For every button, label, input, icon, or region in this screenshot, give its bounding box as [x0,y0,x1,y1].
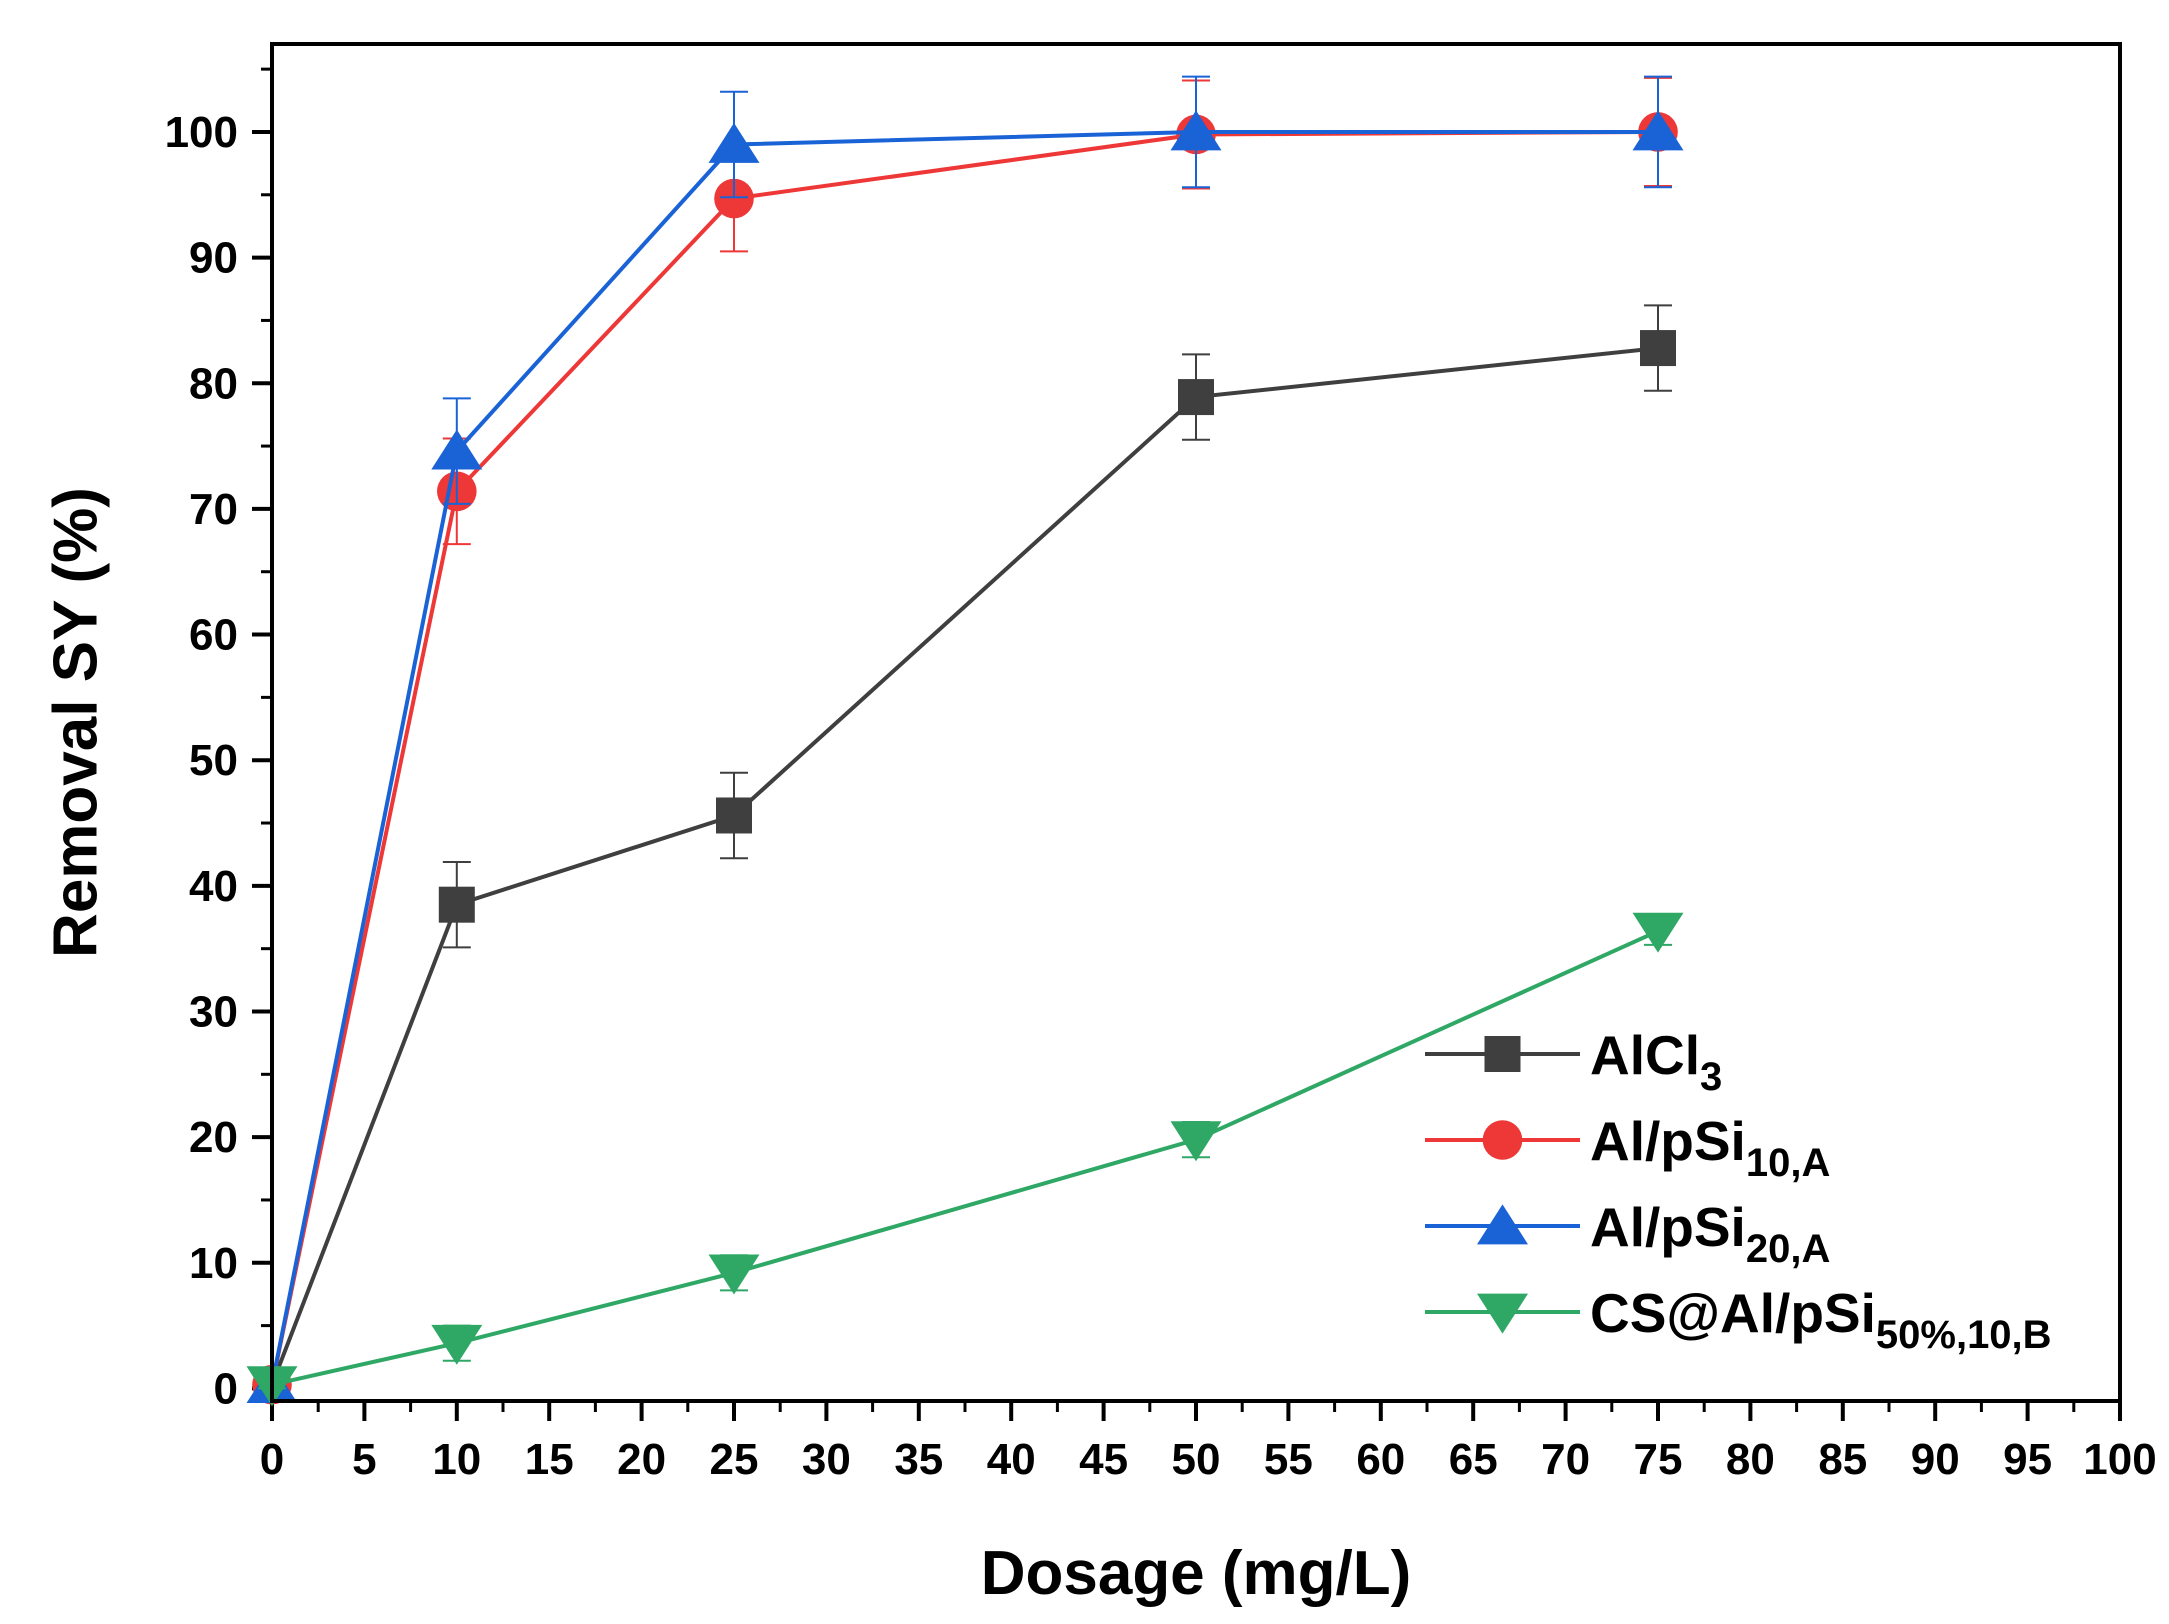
data-point [716,797,752,834]
x-tick-label: 65 [1449,1435,1498,1484]
legend-label: CS@Al/pSi50%,10,B [1590,1282,2052,1357]
legend-item: CS@Al/pSi50%,10,B [1425,1282,2052,1357]
data-point [708,1254,760,1295]
legend-marker [1484,1036,1521,1072]
data-point [1170,1121,1222,1162]
legend-label: Al/pSi20,A [1590,1196,1830,1271]
legend-label-main: AlCl [1590,1024,1700,1086]
series-3 [246,912,1684,1407]
x-tick-label: 25 [710,1435,759,1484]
x-tick-label: 15 [525,1435,574,1484]
data-point [1632,912,1684,953]
data-point [1170,110,1222,151]
x-tick-label: 35 [894,1435,943,1484]
x-tick-label: 10 [432,1435,481,1484]
x-tick-label: 100 [2083,1435,2156,1484]
legend-item: Al/pSi20,A [1425,1196,1830,1271]
legend-label-main: CS@Al/pSi [1590,1282,1876,1344]
data-point [1640,330,1676,367]
legend-label: AlCl3 [1590,1024,1722,1099]
x-tick-label: 90 [1911,1435,1960,1484]
x-tick-label: 50 [1172,1435,1221,1484]
legend-marker [1477,1204,1528,1245]
legend-label-subscript: 3 [1700,1055,1722,1099]
legend-marker [1477,1293,1528,1334]
x-tick-label: 75 [1634,1435,1683,1484]
y-tick-label: 0 [214,1364,238,1413]
x-tick-label: 20 [617,1435,666,1484]
legend-marker [1482,1120,1523,1160]
x-tick-label: 5 [352,1435,376,1484]
y-tick-label: 20 [189,1113,238,1162]
x-tick-label: 0 [260,1435,284,1484]
legend-label-subscript: 10,A [1746,1141,1831,1185]
x-tick-label: 80 [1726,1435,1775,1484]
plot-frame [270,42,2122,1403]
data-point [438,886,475,923]
legend-label-subscript: 20,A [1746,1227,1831,1271]
legend-label: Al/pSi10,A [1590,1110,1830,1185]
data-point [1178,379,1214,416]
y-tick-label: 80 [189,359,238,408]
data-point [431,429,483,470]
x-tick-label: 45 [1079,1435,1128,1484]
x-tick-label: 55 [1264,1435,1313,1484]
y-tick-label: 40 [189,862,238,911]
data-point [1632,110,1684,151]
y-tick-label: 50 [189,736,238,785]
y-tick-label: 70 [189,485,238,534]
x-tick-label: 60 [1356,1435,1405,1484]
legend-label-main: Al/pSi [1590,1196,1746,1258]
x-axis-title: Dosage (mg/L) [981,1539,1412,1608]
data-point [431,1324,483,1365]
y-tick-label: 100 [165,108,238,157]
y-tick-label: 60 [189,611,238,660]
legend: AlCl3Al/pSi10,AAl/pSi20,ACS@Al/pSi50%,10… [1425,1024,2052,1357]
x-tick-label: 30 [802,1435,851,1484]
ticks-layer: 0 5 10 15 20 25 30 35 40 45 50 55 60 65 70 75 80 85 90 95 10… [165,67,2157,1484]
legend-label-main: Al/pSi [1590,1110,1746,1172]
series-layer [246,75,1684,1407]
x-tick-label: 40 [987,1435,1036,1484]
legend-item: AlCl3 [1425,1024,1722,1099]
series-2 [246,75,1684,1404]
y-tick-label: 90 [189,234,238,283]
y-tick-label: 30 [189,987,238,1036]
y-axis-title: Removal SY (%) [41,487,110,958]
y-tick-label: 10 [189,1239,238,1288]
x-tick-label: 85 [1818,1435,1867,1484]
legend-item: Al/pSi10,A [1425,1110,1830,1185]
data-point [708,122,760,163]
data-point [714,178,754,219]
x-tick-label: 70 [1541,1435,1590,1484]
x-tick-label: 95 [2003,1435,2052,1484]
legend-label-subscript: 50%,10,B [1876,1313,2052,1357]
